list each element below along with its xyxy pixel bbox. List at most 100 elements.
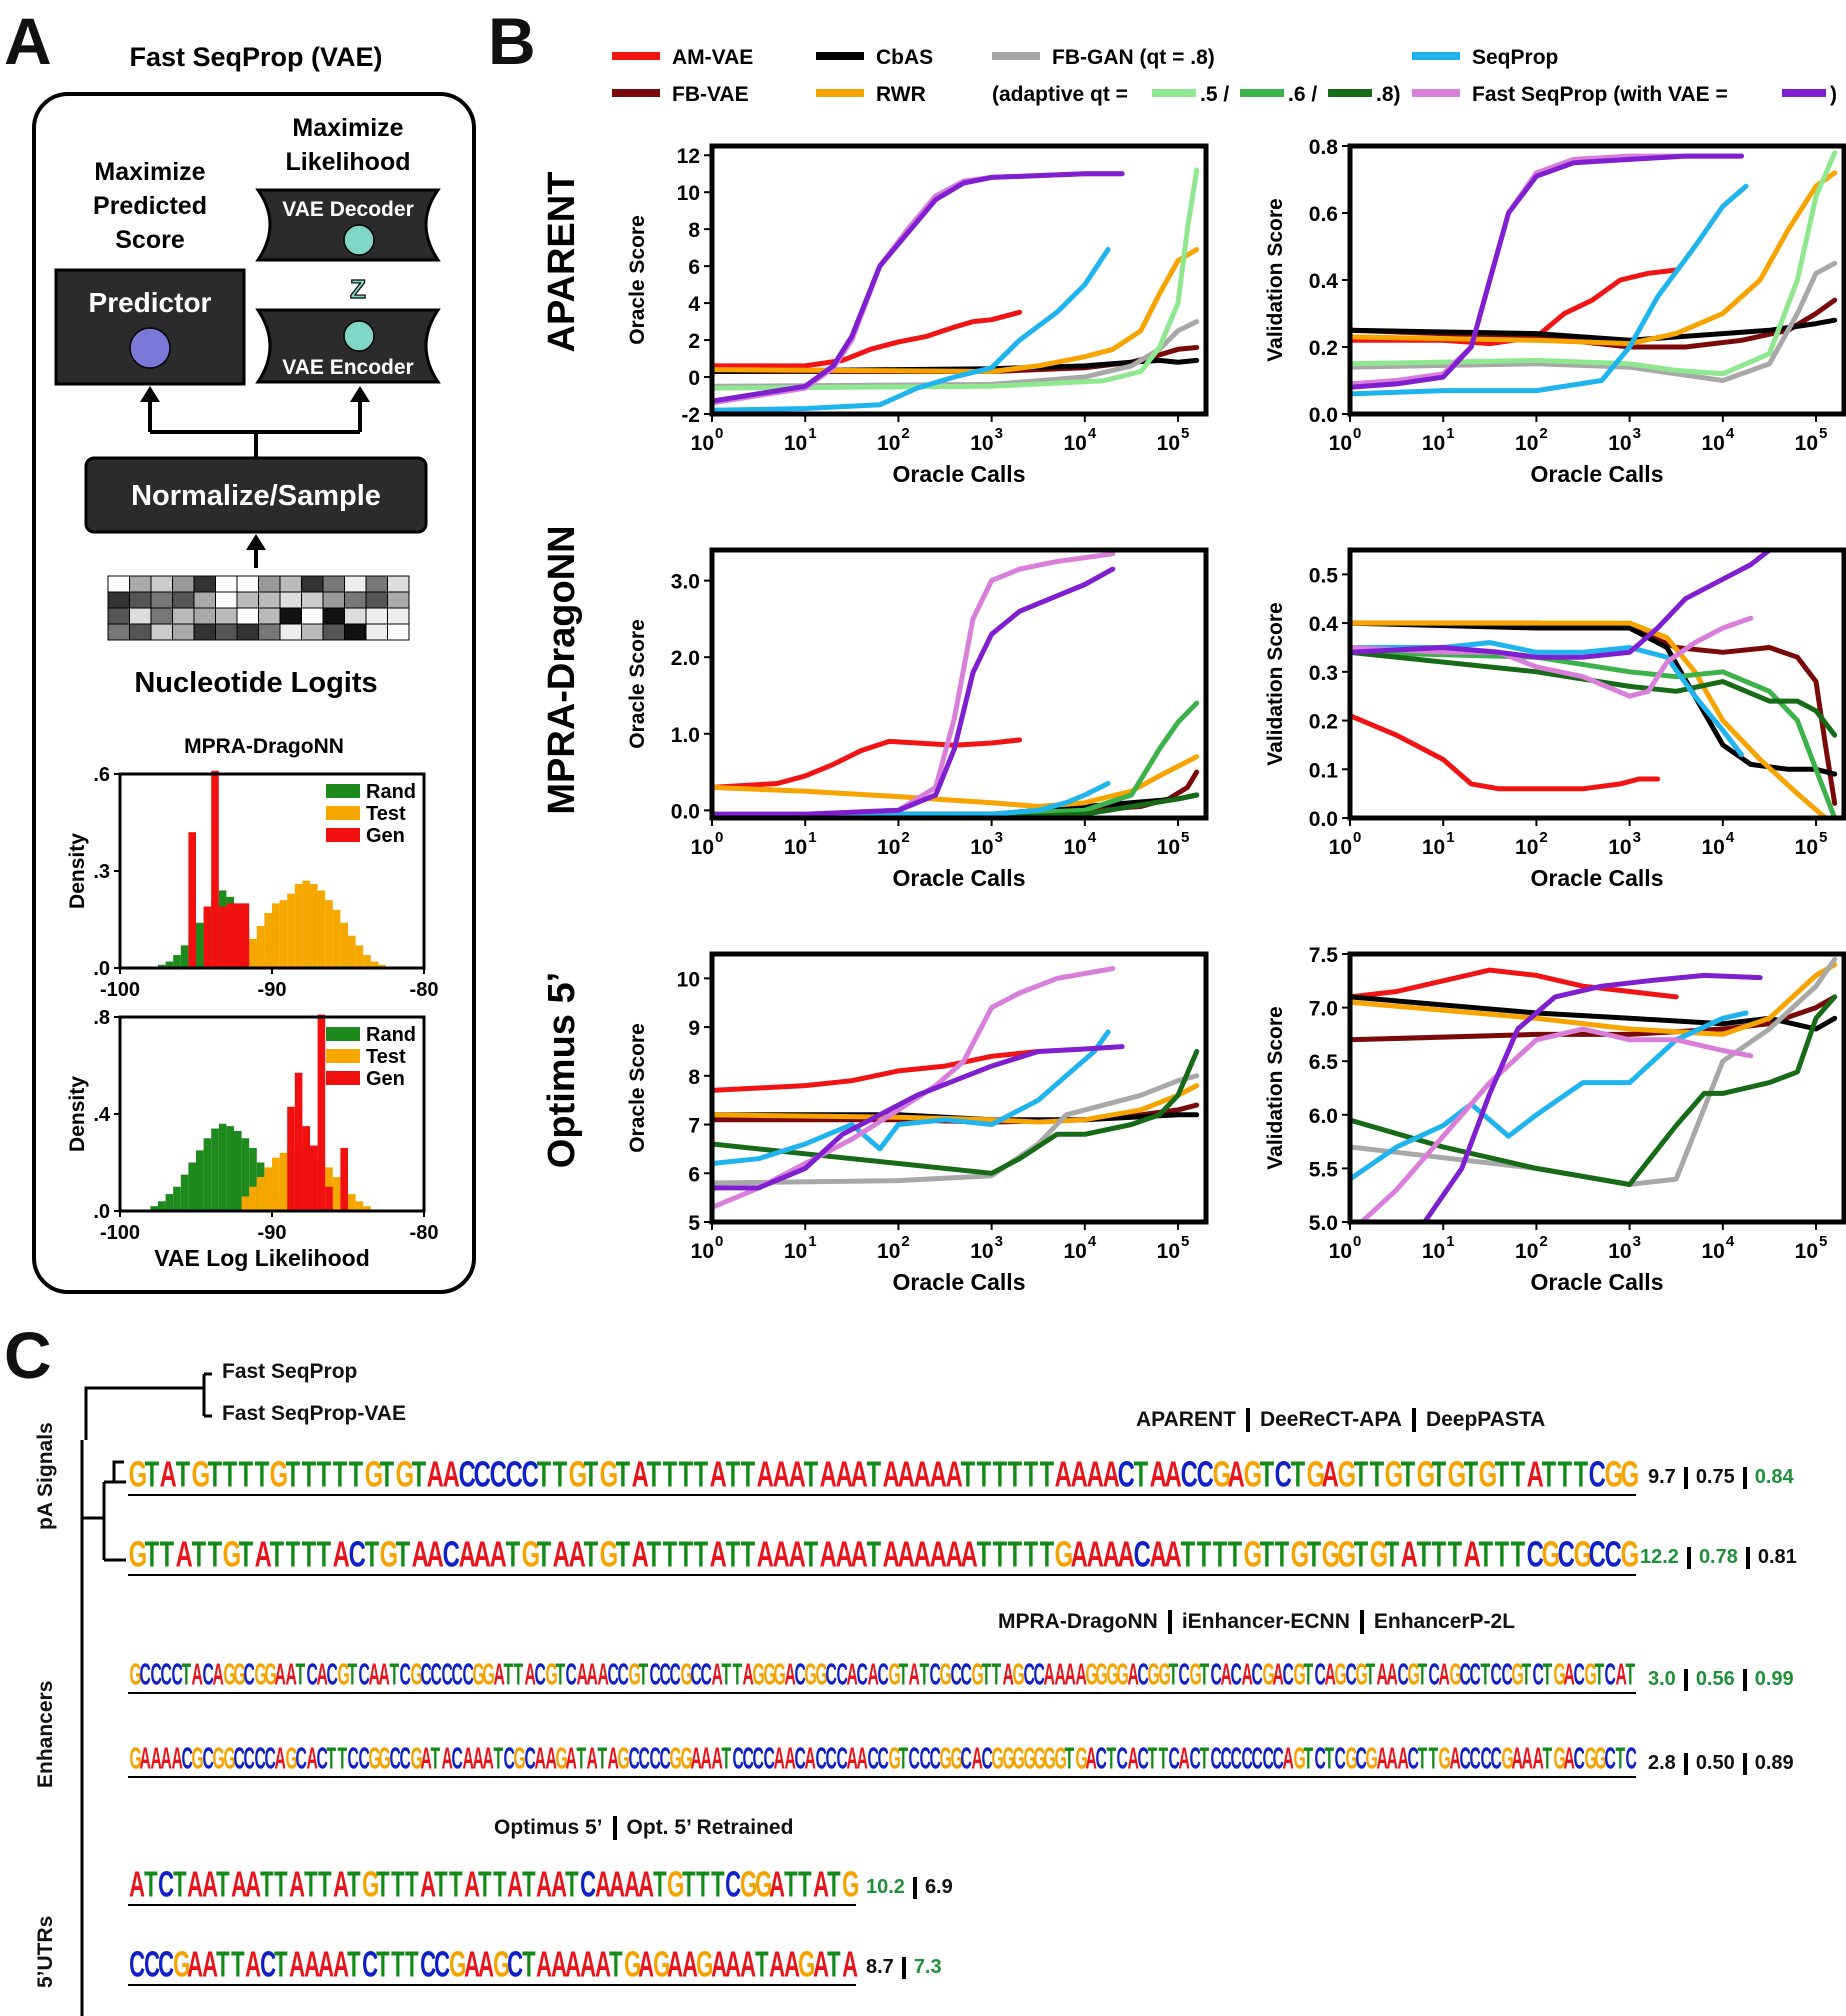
legend-label: .5 / <box>1200 83 1229 106</box>
hist-bar-test <box>355 1201 364 1211</box>
nucleotide-letter: C <box>243 1740 256 1776</box>
y-tick-label: 0.2 <box>1309 711 1338 734</box>
nucleotide-letter: A <box>1563 1656 1575 1692</box>
hist-bar-test <box>272 903 280 968</box>
nucleotide-letter: T <box>754 1942 769 1985</box>
logit-cell <box>344 623 367 641</box>
series-line-seqprop <box>1350 183 1749 397</box>
nucleotide-letter: G <box>1511 1656 1524 1692</box>
hist-bar-test <box>348 1194 356 1211</box>
nucleotide-letter: G <box>1501 1740 1514 1776</box>
y-tick-label: 0.0 <box>671 800 700 823</box>
normalize-sample-box <box>84 456 428 534</box>
nucleotide-letter: G <box>1158 1656 1171 1692</box>
x-tick-label-exponent: 4 <box>1726 1233 1735 1250</box>
nucleotide-letter: T <box>1416 1532 1431 1575</box>
nucleotide-letter: A <box>769 1942 786 1985</box>
nucleotide-letter: A <box>1165 1452 1183 1495</box>
nucleotide-letter: T <box>492 1862 507 1905</box>
nucleotide-letter: T <box>638 1656 649 1692</box>
nucleotide-letter: A <box>1463 1532 1481 1575</box>
x-tick-label-exponent: 5 <box>1819 1233 1827 1250</box>
legend-label: ) <box>1830 83 1837 106</box>
y-tick-label: 0.4 <box>1309 613 1339 636</box>
x-tick-label-exponent: 5 <box>1181 1233 1189 1250</box>
header-pa-deeppasta: DeepPASTA <box>1425 1408 1546 1431</box>
hist-bar-test <box>348 935 356 968</box>
nucleotide-letter: T <box>1417 1740 1428 1776</box>
nucleotide-letter: T <box>803 1452 819 1495</box>
tree-top-branch <box>84 1386 204 1394</box>
nucleotide-letter: T <box>376 1942 390 1985</box>
nucleotide-letter: C <box>1355 1740 1367 1776</box>
nucleotide-letter: G <box>222 1532 242 1575</box>
nucleotide-letter: T <box>1168 1656 1179 1692</box>
y-tick-label: 6.0 <box>1309 1105 1338 1128</box>
hist-bar-test <box>340 922 348 968</box>
nucleotide-letter: C <box>1220 1740 1232 1776</box>
nucleotide-letter: G <box>1243 1532 1263 1575</box>
nucleotide-letter: A <box>882 1532 900 1575</box>
nucleotide-letter: A <box>709 1532 727 1575</box>
nucleotide-letter: A <box>536 1862 553 1905</box>
nucleotide-letter: C <box>1117 1452 1136 1495</box>
x-tick-label-exponent: 0 <box>715 425 723 442</box>
hist-bar-gen <box>325 1186 333 1211</box>
hist-xtick-label: -80 <box>410 1222 439 1244</box>
logit-cell <box>129 623 152 641</box>
nucleotide-letter: T <box>1106 1740 1116 1776</box>
nucleotide-letter: G <box>1002 1740 1015 1776</box>
hist-legend-label-gen: Gen <box>366 1068 405 1090</box>
nucleotide-letter: G <box>798 1942 816 1985</box>
chart-series-group <box>712 167 1200 413</box>
line-chart-aparent_validation: 0.00.20.40.60.810 0 10 1 10 2 10 3 10 4 10 5Oracle … <box>1264 136 1846 487</box>
nucleotide-letter: T <box>347 1942 361 1985</box>
nucleotide-letter: T <box>536 1452 552 1495</box>
nucleotide-letter: A <box>971 1740 983 1776</box>
x-tick-label-exponent: 2 <box>1539 829 1547 846</box>
legend-label: Fast SeqProp (with VAE = <box>1472 83 1728 106</box>
nucleotide-letter: C <box>825 1656 838 1692</box>
nucleotide-letter: T <box>348 1452 364 1495</box>
nucleotide-letter: A <box>756 1532 774 1575</box>
nucleotide-letter: A <box>1241 1656 1253 1692</box>
nucleotide-letter: C <box>1251 1656 1264 1692</box>
hist-bar-test <box>287 893 295 968</box>
nucleotide-letter: C <box>1272 1740 1284 1776</box>
hist-bar-rand <box>158 964 166 968</box>
hist-bar-test <box>363 1206 371 1211</box>
nucleotide-letter: T <box>326 1740 337 1776</box>
nucleotide-letter: T <box>1463 1452 1478 1495</box>
nucleotide-letter: C <box>521 1452 539 1495</box>
x-tick-label-base: 10 <box>784 1240 807 1263</box>
nucleotide-letter: G <box>628 1656 641 1692</box>
nucleotide-letter: G <box>1147 1656 1161 1692</box>
nucleotide-letter: T <box>732 1656 742 1692</box>
hist-legend-swatch-test <box>326 1049 360 1063</box>
series-line-fast-seqprop-vae- <box>712 1044 1125 1191</box>
nucleotide-letter: A <box>474 1532 492 1575</box>
nucleotide-letter: C <box>877 1740 889 1776</box>
nucleotide-letter: A <box>507 1862 524 1905</box>
hist-bar-gen <box>211 770 219 968</box>
maximize-likelihood-line-1: Maximize <box>292 114 403 142</box>
nucleotide-letter: C <box>1210 1656 1222 1692</box>
x-axis-label: Oracle Calls <box>1531 1269 1664 1295</box>
nucleotide-letter: A <box>908 1656 921 1692</box>
nucleotide-letter: A <box>812 1862 829 1905</box>
nucleotide-letter: T <box>269 1532 285 1575</box>
nucleotide-letter: T <box>1324 1740 1335 1776</box>
nucleotide-letter: A <box>623 1862 640 1905</box>
x-tick-label-base: 10 <box>1795 432 1818 455</box>
x-tick-label-base: 10 <box>1608 836 1631 859</box>
nucleotide-letter: T <box>1039 1532 1054 1575</box>
nucleotide-letter: T <box>725 1532 740 1575</box>
nucleotide-letter: A <box>420 1740 432 1776</box>
logit-cell <box>236 575 259 593</box>
series-line-fast-seqprop <box>712 966 1116 1210</box>
hist-ytick-label: .6 <box>93 764 110 786</box>
hist-bar-test <box>370 961 379 968</box>
chart-series-group <box>1350 956 1838 1222</box>
nucleotide-letter: A <box>493 1656 505 1692</box>
